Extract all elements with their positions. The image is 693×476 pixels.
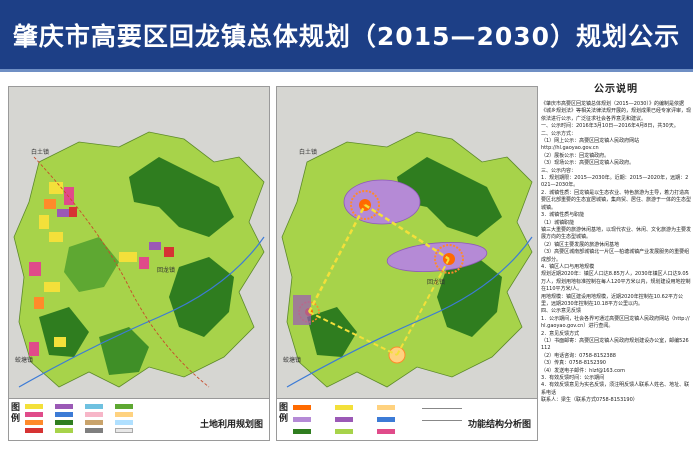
land-use-legend: 图例 土地利用规划图 [9, 398, 269, 440]
legend-heading: 图例 [279, 403, 289, 424]
legend-divider [422, 408, 462, 409]
town-label-jiaotang: 蛟塘镇 [283, 357, 302, 364]
legend-swatch [85, 420, 103, 425]
page-title: 肇庆市高要区回龙镇总体规划（2015—2030）规划公示 [12, 21, 681, 51]
town-label-huilong: 回龙镇 [427, 279, 446, 286]
legend-swatch [335, 429, 353, 434]
town-label-baitu: 白土镇 [299, 149, 318, 156]
function-structure-legend: 图例 功能结构分析图 [277, 398, 537, 440]
land-use-map-caption: 土地利用规划图 [199, 417, 263, 430]
function-structure-map-graphic [277, 87, 537, 440]
legend-swatch [85, 428, 103, 433]
title-banner: 肇庆市高要区回龙镇总体规划（2015—2030）规划公示 [0, 0, 693, 72]
notice-panel: 公示说明 《肇庆市高要区回龙镇总体规划（2015—2030）》的编制是依据《城乡… [541, 80, 691, 450]
legend-swatch [115, 404, 133, 409]
town-label-baitu: 白土镇 [31, 149, 50, 156]
land-use-map: 白土镇 回龙镇 蛟塘镇 图例 土地利用规划图 [8, 86, 270, 441]
legend-swatch [377, 429, 395, 434]
legend-swatch [115, 412, 133, 417]
legend-swatch [25, 412, 43, 417]
town-label-huilong: 回龙镇 [157, 267, 176, 274]
land-use-map-graphic [9, 87, 269, 440]
legend-swatch [55, 420, 73, 425]
notice-title: 公示说明 [594, 84, 638, 95]
legend-swatch [115, 420, 133, 425]
legend-swatch [335, 405, 353, 410]
legend-divider [422, 420, 462, 421]
notice-body: 《肇庆市高要区回龙镇总体规划（2015—2030）》的编制是依据《城乡规划法》等… [541, 101, 692, 404]
legend-swatch [377, 405, 395, 410]
town-label-jiaotang: 蛟塘镇 [15, 357, 34, 364]
legend-swatch [85, 404, 103, 409]
legend-swatch [25, 420, 43, 425]
legend-swatch [55, 428, 73, 433]
legend-swatch [293, 429, 311, 434]
legend-swatch [293, 405, 311, 410]
function-structure-map-caption: 功能结构分析图 [467, 417, 531, 430]
legend-swatch [55, 404, 73, 409]
legend-heading: 图例 [11, 403, 21, 424]
legend-swatch [335, 417, 353, 422]
legend-swatch [115, 428, 133, 433]
function-structure-map: 白土镇 回龙镇 蛟塘镇 图例 功能结构分析图 [276, 86, 538, 441]
legend-swatch [293, 417, 311, 422]
legend-swatch [25, 404, 43, 409]
legend-swatch [377, 417, 395, 422]
legend-swatch [55, 412, 73, 417]
legend-swatch [25, 428, 43, 433]
legend-swatch [85, 412, 103, 417]
